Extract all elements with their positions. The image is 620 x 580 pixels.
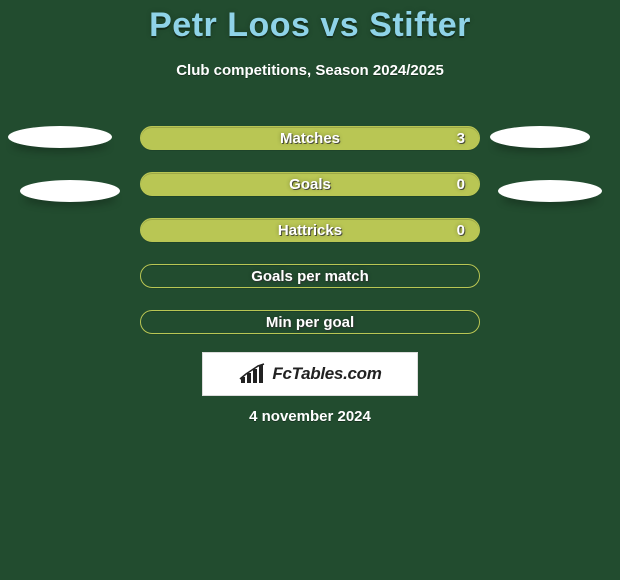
- decorative-ellipse: [498, 180, 602, 202]
- stat-value: 3: [457, 130, 465, 147]
- date-text: 4 november 2024: [249, 408, 371, 425]
- subtitle-text: Club competitions, Season 2024/2025: [176, 62, 444, 79]
- subtitle: Club competitions, Season 2024/2025: [0, 62, 620, 79]
- decorative-ellipse: [8, 126, 112, 148]
- decorative-ellipse: [490, 126, 590, 148]
- stat-label: Matches: [141, 130, 479, 147]
- stat-row: Matches3: [140, 126, 480, 150]
- source-badge: FcTables.com: [202, 352, 418, 396]
- title-text: Petr Loos vs Stifter: [149, 6, 471, 44]
- canvas: Petr Loos vs Stifter Club competitions, …: [0, 0, 620, 580]
- bars-icon: [238, 363, 266, 385]
- stat-label: Min per goal: [141, 314, 479, 331]
- stat-label: Hattricks: [141, 222, 479, 239]
- stat-label: Goals per match: [141, 268, 479, 285]
- date-label: 4 november 2024: [0, 408, 620, 425]
- page-title: Petr Loos vs Stifter: [0, 6, 620, 45]
- stat-row: Goals0: [140, 172, 480, 196]
- stat-value: 0: [457, 176, 465, 193]
- decorative-ellipse: [20, 180, 120, 202]
- brand-text: FcTables.com: [272, 364, 381, 384]
- stat-value: 0: [457, 222, 465, 239]
- stat-row: Hattricks0: [140, 218, 480, 242]
- stat-row: Min per goal: [140, 310, 480, 334]
- stat-label: Goals: [141, 176, 479, 193]
- stat-row: Goals per match: [140, 264, 480, 288]
